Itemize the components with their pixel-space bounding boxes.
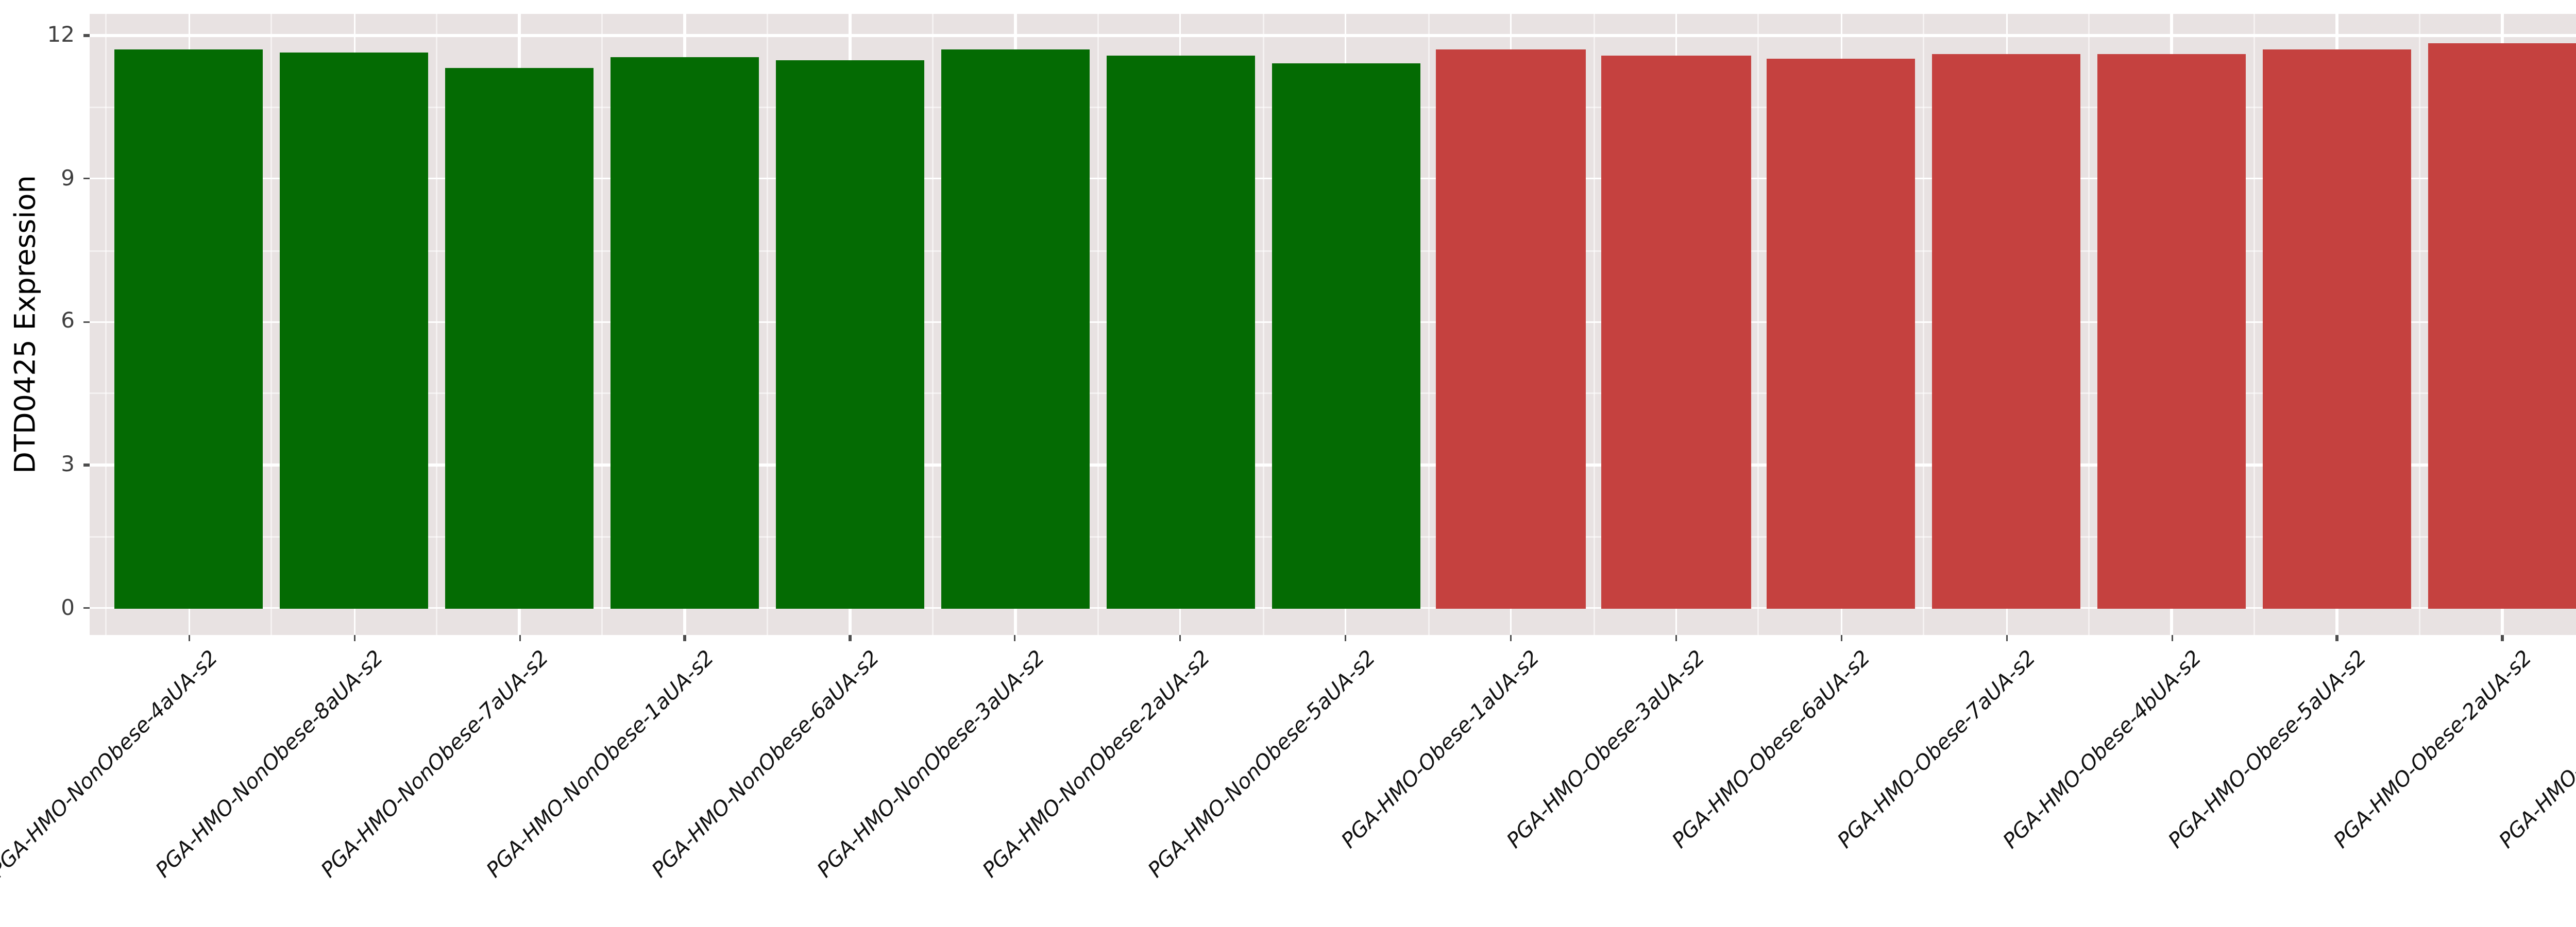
x-tick-label: PGA-HMO-Obese-6aUA-s2 bbox=[1668, 645, 1876, 853]
bar-PGA-HMO-NonObese-1aUA-s2 bbox=[610, 57, 759, 608]
horizontal-major-gridline bbox=[90, 34, 2576, 37]
x-tick-label: PGA-HMO-Obese-2aUA-s2 bbox=[2329, 645, 2537, 853]
y-tick-label: 12 bbox=[47, 23, 75, 48]
y-tick-mark bbox=[83, 607, 90, 609]
x-tick-mark bbox=[353, 634, 355, 641]
vertical-minor-gridline bbox=[1592, 14, 1595, 634]
y-axis-title: DTD0425 Expression bbox=[10, 175, 43, 474]
bar-PGA-HMO-Obese-2aUA-s2 bbox=[2428, 43, 2576, 608]
x-tick-label: PGA-HMO-Obese-3aUA-s2 bbox=[1502, 645, 1711, 853]
vertical-minor-gridline bbox=[271, 14, 273, 634]
x-tick-mark bbox=[518, 634, 521, 641]
y-tick-label: 9 bbox=[61, 166, 75, 191]
vertical-minor-gridline bbox=[767, 14, 768, 634]
y-tick-label: 6 bbox=[61, 309, 75, 334]
vertical-minor-gridline bbox=[106, 14, 107, 634]
bar-PGA-HMO-NonObese-5aUA-s2 bbox=[1271, 63, 1420, 608]
bar-PGA-HMO-NonObese-8aUA-s2 bbox=[280, 52, 429, 608]
x-tick-mark bbox=[1510, 634, 1512, 641]
x-tick-mark bbox=[1675, 634, 1677, 641]
x-tick-mark bbox=[684, 634, 686, 641]
y-tick-mark bbox=[83, 464, 90, 466]
vertical-minor-gridline bbox=[2088, 14, 2090, 634]
bar-PGA-HMO-NonObese-6aUA-s2 bbox=[775, 60, 925, 608]
y-tick-mark bbox=[83, 321, 90, 323]
vertical-minor-gridline bbox=[436, 14, 438, 634]
vertical-minor-gridline bbox=[931, 14, 934, 634]
bar-PGA-HMO-Obese-3aUA-s2 bbox=[1601, 55, 1751, 608]
x-tick-mark bbox=[2005, 634, 2008, 641]
x-tick-label: PGA-HMO-Obese-5aUA-s2 bbox=[2163, 645, 2372, 853]
bar-PGA-HMO-NonObese-4aUA-s2 bbox=[114, 49, 264, 608]
bar-PGA-HMO-Obese-4bUA-s2 bbox=[2097, 55, 2246, 608]
x-tick-mark bbox=[2171, 634, 2173, 641]
y-tick-label: 3 bbox=[61, 453, 75, 477]
bar-PGA-HMO-Obese-1aUA-s2 bbox=[1436, 48, 1585, 608]
x-tick-mark bbox=[2501, 634, 2503, 641]
vertical-minor-gridline bbox=[1923, 14, 1925, 634]
x-tick-mark bbox=[1014, 634, 1016, 641]
x-tick-label: PGA-HMO-Obese-1aUA-s2 bbox=[1337, 645, 1546, 853]
x-tick-mark bbox=[1840, 634, 1842, 641]
x-tick-mark bbox=[1345, 634, 1347, 641]
x-tick-label: PGA-HMO-Obese-4bUA-s2 bbox=[1998, 645, 2207, 853]
vertical-minor-gridline bbox=[1262, 14, 1264, 634]
bar-PGA-HMO-NonObese-2aUA-s2 bbox=[1106, 55, 1255, 608]
bar-PGA-HMO-NonObese-3aUA-s2 bbox=[941, 48, 1090, 608]
bar-PGA-HMO-NonObese-7aUA-s2 bbox=[445, 67, 594, 608]
vertical-minor-gridline bbox=[1428, 14, 1429, 634]
vertical-minor-gridline bbox=[1097, 14, 1099, 634]
y-tick-mark bbox=[83, 178, 90, 180]
bar-PGA-HMO-Obese-6aUA-s2 bbox=[1767, 59, 1916, 608]
bar-PGA-HMO-Obese-7aUA-s2 bbox=[1932, 54, 2081, 608]
horizontal-major-gridline bbox=[90, 607, 2576, 610]
x-tick-mark bbox=[188, 634, 190, 641]
vertical-minor-gridline bbox=[2419, 14, 2420, 634]
bar-PGA-HMO-Obese-5aUA-s2 bbox=[2262, 49, 2412, 608]
x-tick-label: PGA-HMO-Obese-7aUA-s2 bbox=[1833, 645, 2041, 853]
x-tick-mark bbox=[1179, 634, 1181, 641]
x-tick-mark bbox=[2336, 634, 2338, 641]
x-tick-mark bbox=[849, 634, 851, 641]
y-tick-mark bbox=[83, 35, 90, 37]
vertical-minor-gridline bbox=[2253, 14, 2255, 634]
y-tick-label: 0 bbox=[61, 595, 75, 621]
vertical-minor-gridline bbox=[1758, 14, 1759, 634]
vertical-minor-gridline bbox=[601, 14, 603, 634]
